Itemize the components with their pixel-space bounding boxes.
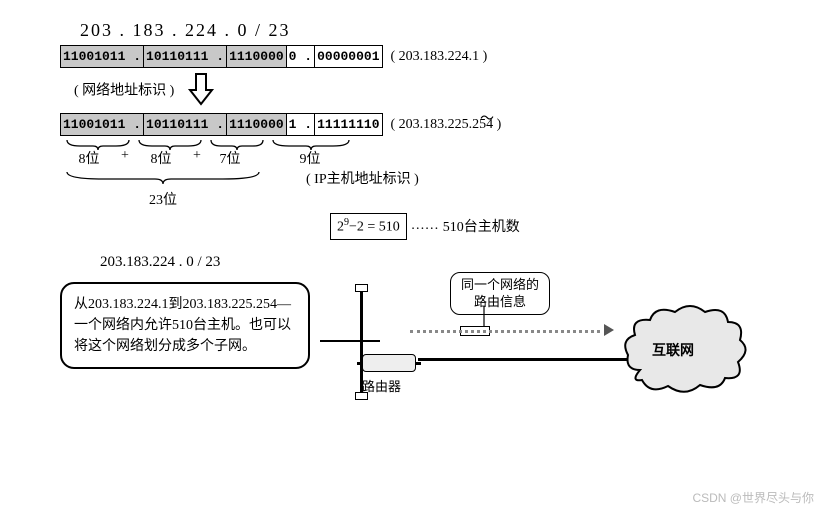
binary-row-2: 11001011 . 10110111 . 1110000 1 . 111111…: [60, 113, 766, 136]
bits-total: 23位: [60, 189, 266, 209]
bin2-oct1: 11001011 .: [61, 114, 144, 135]
network-diagram: 203.183.224 . 0 / 23 从203.183.224.1到203.…: [60, 254, 766, 434]
route-info-line1: 同一个网络的: [461, 277, 539, 294]
bin1-host8: 00000001: [315, 46, 381, 67]
bin2-host8: 11111110: [315, 114, 381, 135]
network-id-label-row: ( 网络地址标识 ): [74, 72, 766, 111]
route-arrow: [410, 328, 610, 336]
total-brace: 23位: [60, 170, 266, 209]
bin2-net7: 1110000: [227, 114, 287, 135]
bin1-oct2: 10110111 .: [144, 46, 227, 67]
tilde-mark: 〜: [480, 108, 494, 128]
router-icon: [362, 354, 416, 372]
router-label: 路由器: [362, 376, 401, 395]
bin2-oct2: 10110111 .: [144, 114, 227, 135]
host-calc-row: 29−2 = 510 …… 510台主机数: [330, 213, 766, 240]
info-box: 从203.183.224.1到203.183.225.254—一个网络内允许51…: [60, 282, 310, 369]
network-id-label: ( 网络地址标识 ): [74, 84, 174, 99]
wan-link: [418, 358, 638, 361]
route-arrow-line: [410, 330, 600, 333]
route-info-box: 同一个网络的 路由信息: [450, 272, 550, 316]
bits-7: 7位: [204, 148, 256, 168]
brace-9: [268, 138, 354, 150]
calc-box: 29−2 = 510: [330, 213, 407, 240]
bus-cap-top: [355, 284, 368, 292]
calc-hosts: 510台主机数: [443, 216, 520, 236]
calc-dots: ……: [411, 218, 439, 234]
bits-9: 9位: [270, 148, 350, 168]
route-pointer-line: [480, 306, 500, 328]
bit-labels-row: 8位 + 8位 + 7位 9位: [60, 148, 766, 168]
brace-8a: [62, 138, 134, 150]
plus-2: +: [190, 148, 204, 168]
cidr-header: 203 . 183 . 224 . 0 / 23: [80, 20, 766, 41]
internet-label: 互联网: [652, 340, 694, 360]
binary-row-1: 11001011 . 10110111 . 1110000 0 . 000000…: [60, 45, 766, 68]
watermark: CSDN @世界尽头与你: [692, 489, 814, 506]
lan-segment: 路由器: [320, 284, 440, 414]
route-arrow-head-icon: [604, 324, 614, 336]
binary-box-2: 11001011 . 10110111 . 1110000 1 . 111111…: [60, 113, 383, 136]
bin1-net7: 1110000: [227, 46, 287, 67]
brace-7: [206, 138, 268, 150]
binary-box-1: 11001011 . 10110111 . 1110000 0 . 000000…: [60, 45, 383, 68]
bits-8a: 8位: [60, 148, 118, 168]
brace-8b: [134, 138, 206, 150]
bin2-host1: 1 .: [287, 114, 315, 135]
route-info-line2: 路由信息: [461, 294, 539, 311]
lower-cidr: 203.183.224 . 0 / 23: [100, 254, 766, 271]
lan-link: [320, 340, 380, 342]
host-id-label: ( IP主机地址标识 ): [306, 168, 419, 188]
bin1-oct1: 11001011 .: [61, 46, 144, 67]
bits-8b: 8位: [132, 148, 190, 168]
plus-1: +: [118, 148, 132, 168]
down-arrow-icon: [184, 72, 218, 111]
ip-label-1: ( 203.183.224.1 ): [391, 49, 488, 65]
bin1-host1: 0 .: [287, 46, 315, 67]
